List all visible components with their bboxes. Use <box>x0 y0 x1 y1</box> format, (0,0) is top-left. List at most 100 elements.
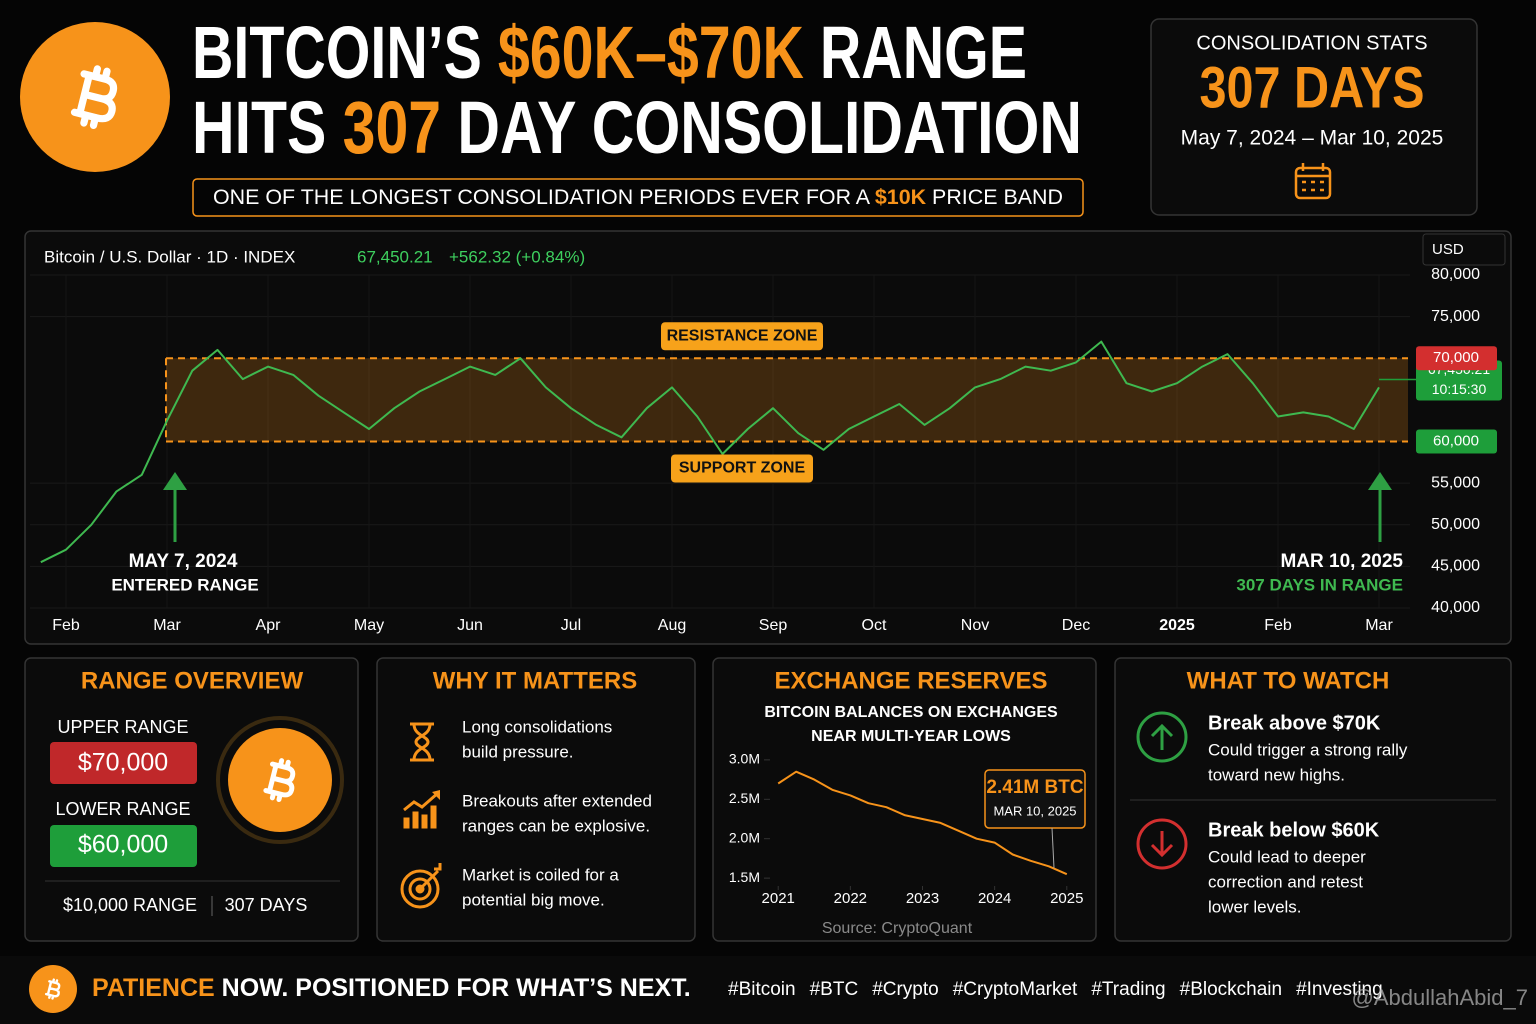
y-tick-label: 80,000 <box>1431 266 1480 283</box>
lower-value: $60,000 <box>78 831 168 859</box>
support-box <box>671 454 813 483</box>
price-chart <box>40 340 1380 564</box>
y-tick-label: 45,000 <box>1431 558 1480 575</box>
logo <box>20 22 170 172</box>
x-tick-label: Feb <box>1264 617 1292 634</box>
down-icon <box>1136 818 1188 870</box>
why-panel <box>376 657 696 942</box>
price-line <box>777 770 1068 876</box>
x-tick-label: Mar <box>1365 617 1393 634</box>
why-items: Long consolidations build pressure. Breako… <box>462 717 652 909</box>
watermark: @AbdullahAbid_7 <box>1352 985 1528 1010</box>
target-icon <box>400 863 442 909</box>
x-tick-label: Mar <box>153 617 181 634</box>
title-line-2: HITS 307 DAY CONSOLIDATION <box>192 86 1082 169</box>
range-size: $10,000 RANGE <box>63 895 197 915</box>
source: Source: CryptoQuant <box>822 920 973 937</box>
footer-slogan: PATIENCE NOW. POSITIONED FOR WHAT’S NEXT… <box>92 974 691 1002</box>
y-tick-label: 75,000 <box>1431 308 1480 325</box>
reserves-panel <box>712 657 1097 942</box>
why-text: Long consolidations <box>462 717 612 736</box>
x-tick-label: Oct <box>862 617 887 634</box>
upper-value: $70,000 <box>78 749 168 777</box>
subtitle-text: PRICE BAND <box>932 186 1063 209</box>
hashtag: #Bitcoin <box>728 979 796 1000</box>
callout-pointer <box>1051 827 1055 869</box>
title-highlight: $60K–$70K <box>498 11 804 94</box>
x-tick-label: Jul <box>561 617 581 634</box>
price-tag-time: 10:15:30 <box>1432 381 1487 397</box>
why-text: Market is coiled for a <box>462 865 619 884</box>
level-tag <box>1416 429 1497 454</box>
title-text: DAY CONSOLIDATION <box>457 86 1082 169</box>
level-tag-label: 70,000 <box>1433 349 1479 366</box>
x-tick-label: 2025 <box>1159 617 1195 634</box>
annotation-date: MAY 7, 2024 <box>129 551 238 572</box>
up-icon <box>1136 711 1188 763</box>
x-tick-label: 2022 <box>834 890 867 907</box>
annotation-note: ENTERED RANGE <box>111 575 258 594</box>
hashtag: #Crypto <box>872 979 939 1000</box>
logo <box>216 716 344 844</box>
x-tick-label: Apr <box>256 617 282 634</box>
x-tick-label: Aug <box>658 617 686 634</box>
title-highlight: 307 <box>343 86 441 169</box>
upper-box <box>50 742 197 784</box>
price-tag <box>1416 360 1502 401</box>
slogan-text: NOW. POSITIONED FOR WHAT’S NEXT. <box>222 974 691 1002</box>
x-tick-label: 2025 <box>1050 890 1083 907</box>
stats-value: 307 DAYS <box>1200 55 1425 120</box>
resistance-box <box>661 322 823 351</box>
why-text: potential big move. <box>462 890 605 909</box>
watch-text: correction and retest <box>1208 872 1363 891</box>
subtitle: ONE OF THE LONGEST CONSOLIDATION PERIODS… <box>213 186 1063 209</box>
support-label: SUPPORT ZONE <box>679 460 806 477</box>
panel-subtitle: BITCOIN BALANCES ON EXCHANGES <box>764 704 1058 721</box>
panel-title: EXCHANGE RESERVES <box>775 667 1048 694</box>
last-price: 67,450.21 <box>357 247 433 266</box>
currency: USD <box>1432 241 1464 258</box>
range-zone <box>165 357 1408 443</box>
panel-title: RANGE OVERVIEW <box>81 667 304 694</box>
why-text: ranges can be explosive. <box>462 816 650 835</box>
callout-date: MAR 10, 2025 <box>993 803 1076 818</box>
hashtag: #Blockchain <box>1180 979 1282 1000</box>
hashtags: #Bitcoin #BTC #Crypto #CryptoMarket #Trading… <box>728 979 1383 1000</box>
lower-box <box>50 825 197 867</box>
y-tick-label: 55,000 <box>1431 474 1480 491</box>
reserves-chart: BITCOIN BALANCES ON EXCHANGES NEAR MULTI-… <box>729 704 1084 907</box>
x-tick-label: 2023 <box>906 890 939 907</box>
y-tick-label: 40,000 <box>1431 599 1480 616</box>
callout-box <box>984 769 1086 829</box>
stats-label: CONSOLIDATION STATS <box>1196 32 1427 54</box>
x-tick-label: Nov <box>961 617 989 634</box>
panel-subtitle: NEAR MULTI-YEAR LOWS <box>811 728 1011 745</box>
watch-heading: Break above $70K <box>1208 712 1381 734</box>
stats-box <box>1150 18 1478 216</box>
range-zone-fill <box>166 358 1408 442</box>
y-tick-label: 3.0M <box>729 751 760 767</box>
slogan-highlight: PATIENCE <box>92 974 215 1002</box>
y-tick-label: 50,000 <box>1431 516 1480 533</box>
x-tick-label: May <box>354 617 384 634</box>
y-tick-label: 2.5M <box>729 790 760 806</box>
chart-title: Bitcoin / U.S. Dollar · 1D · INDEX <box>44 247 295 266</box>
watch-text: lower levels. <box>1208 897 1302 916</box>
hashtag: #CryptoMarket <box>953 979 1078 1000</box>
logo <box>29 965 77 1013</box>
annotation-note: 307 DAYS IN RANGE <box>1236 575 1403 594</box>
calendar-icon <box>1294 163 1332 200</box>
level-tag-label: 60,000 <box>1433 432 1479 449</box>
hashtag: #Investing <box>1296 979 1383 1000</box>
watch-heading: Break below $60K <box>1208 819 1380 841</box>
y-tick-label: 1.5M <box>729 869 760 885</box>
upper-label: UPPER RANGE <box>57 717 188 737</box>
title-text: BITCOIN’S <box>192 11 482 94</box>
price-line <box>40 340 1380 564</box>
callout-value: 2.41M BTC <box>986 777 1083 798</box>
y-tick-label: 2.0M <box>729 829 760 845</box>
resistance-label: RESISTANCE ZONE <box>667 327 818 344</box>
x-tick-label: Jun <box>457 617 483 634</box>
